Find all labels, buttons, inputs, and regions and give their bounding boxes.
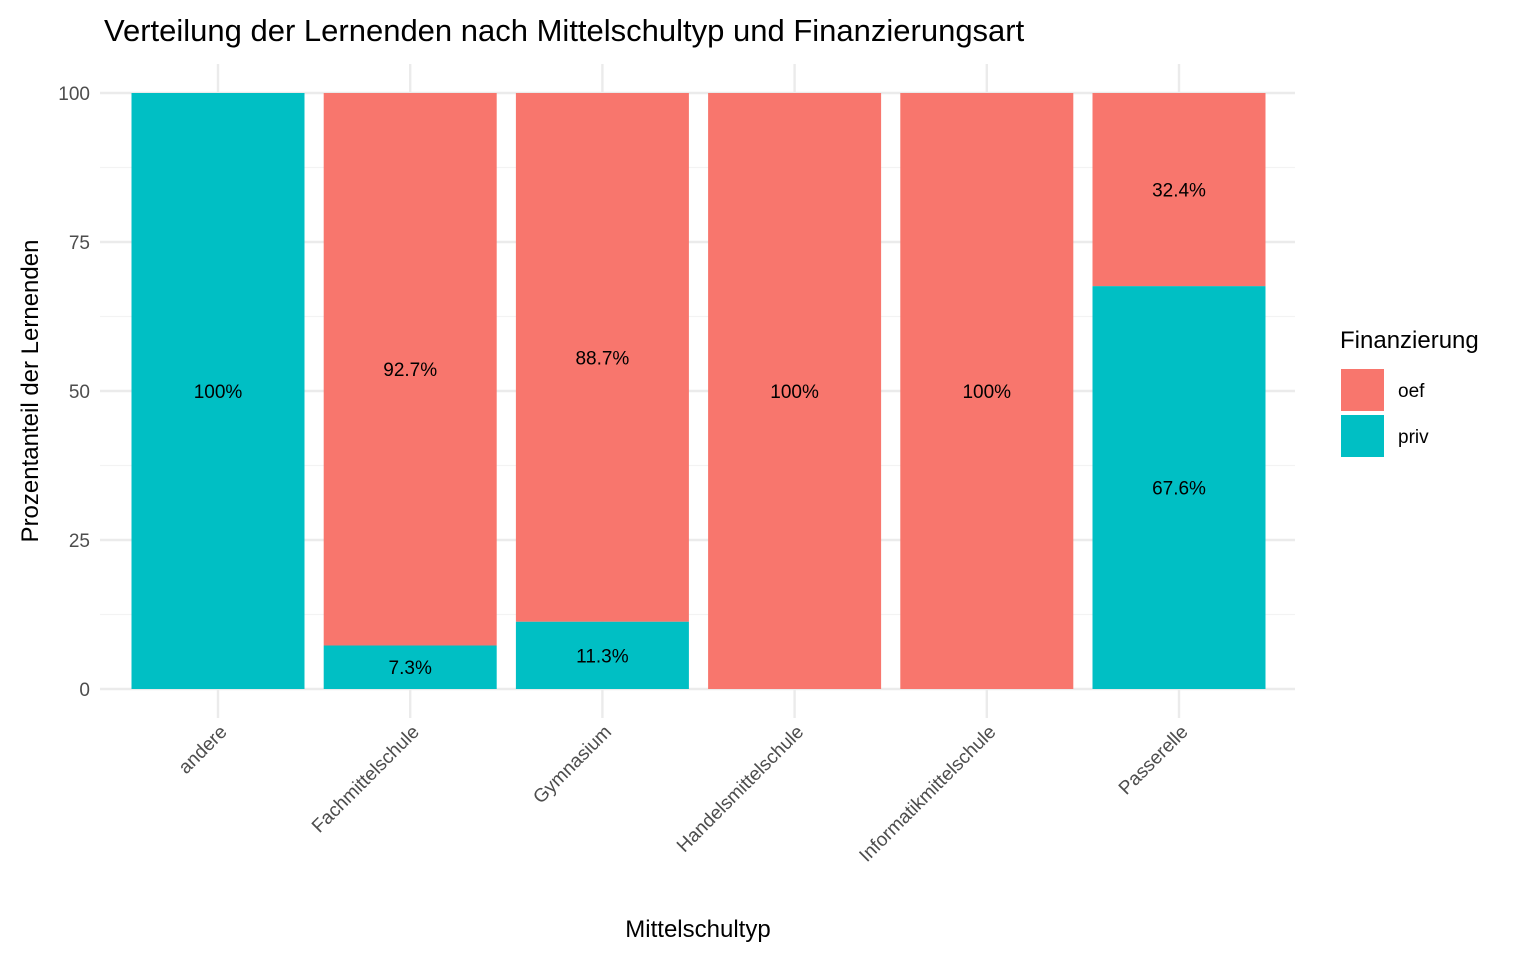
- legend-label: oef: [1398, 381, 1425, 402]
- bars: [131, 93, 1266, 689]
- bar-segment-priv: [323, 645, 497, 689]
- y-tick-label: 50: [69, 382, 90, 403]
- bar-segment-oef: [708, 93, 882, 689]
- data-label: 100%: [962, 382, 1011, 403]
- chart-title: Verteilung der Lernenden nach Mittelschu…: [104, 13, 1025, 48]
- x-tick-label: Fachmittelschule: [308, 722, 424, 838]
- data-label: 67.6%: [1152, 479, 1206, 500]
- data-label: 100%: [194, 382, 243, 403]
- bar-segment-priv: [515, 621, 689, 689]
- bar-segment-oef: [900, 93, 1074, 689]
- legend: Finanzierung oef priv: [1340, 327, 1479, 457]
- data-label: 88.7%: [575, 348, 629, 369]
- y-tick-label: 25: [69, 531, 90, 552]
- y-tick-label: 75: [69, 233, 90, 254]
- bar-segment-oef: [323, 93, 497, 646]
- x-axis-ticks: andere Fachmittelschule Gymnasium Handelsmi…: [175, 722, 1193, 867]
- x-tick-label: Informatikmittelschule: [856, 722, 1001, 867]
- x-tick-label: Gymnasium: [529, 722, 616, 809]
- legend-title: Finanzierung: [1340, 327, 1479, 354]
- x-tick-label: andere: [175, 722, 232, 779]
- y-tick-label: 100: [58, 84, 90, 105]
- data-label: 100%: [770, 382, 819, 403]
- bar-segment-oef: [1092, 93, 1266, 287]
- y-axis-label: Prozentanteil der Lernenden: [17, 240, 44, 543]
- legend-key-oef: [1341, 369, 1384, 411]
- data-label: 11.3%: [576, 646, 629, 667]
- y-tick-label: 0: [79, 680, 90, 701]
- legend-key-priv: [1341, 415, 1384, 457]
- y-axis-ticks: 0 25 50 75 100: [58, 84, 90, 701]
- legend-label: priv: [1398, 427, 1429, 448]
- x-tick-label: Handelsmittelschule: [673, 722, 808, 857]
- bar-segment-priv: [1092, 286, 1266, 689]
- data-label: 32.4%: [1152, 181, 1206, 202]
- data-label: 7.3%: [389, 658, 432, 679]
- bar-labels: 100% 7.3% 92.7% 11.3% 88.7% 100% 100% 67.6% 32.4…: [194, 181, 1206, 680]
- x-axis-label: Mittelschultyp: [625, 916, 770, 943]
- x-tick-label: Passerelle: [1115, 722, 1193, 800]
- bar-segment-oef: [515, 93, 689, 622]
- data-label: 92.7%: [383, 360, 437, 381]
- bar-segment-priv: [131, 93, 305, 689]
